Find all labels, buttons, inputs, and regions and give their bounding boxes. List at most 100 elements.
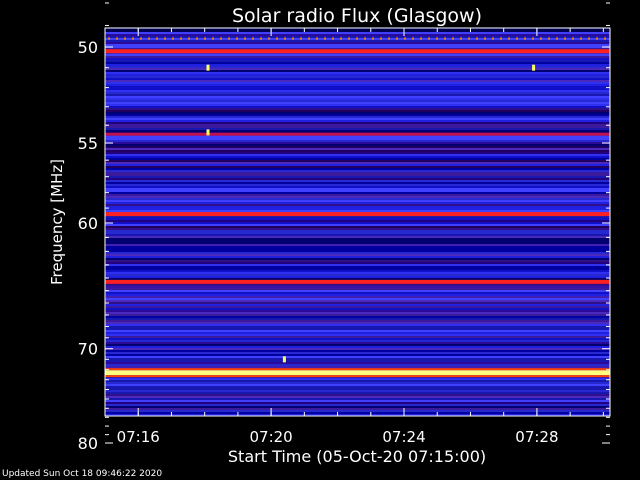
spectrum-row [105, 234, 610, 236]
spectrum-row [105, 62, 610, 64]
spectrum-row [105, 312, 610, 314]
spectrum-row-tint [105, 150, 610, 152]
spectrum-row [105, 202, 610, 204]
spectrum-row [105, 82, 610, 84]
interference-dot [260, 37, 262, 40]
interference-dot [492, 37, 494, 40]
spectrum-row-tint [105, 302, 610, 304]
spectrum-row [105, 396, 610, 398]
interference-dot [428, 37, 430, 40]
spectrum-row-tint [105, 396, 610, 398]
spectrum-row [105, 232, 610, 234]
spectrum-row [105, 378, 610, 380]
spectrum-row [105, 54, 610, 56]
spectrum-row [105, 324, 610, 326]
spectrum-row [105, 230, 610, 232]
spectrum-row-tint [105, 160, 610, 162]
spectrum-row [105, 190, 610, 192]
spectrum-row-tint [105, 56, 610, 58]
spectrum-row-tint [105, 110, 610, 112]
spectrum-row [105, 340, 610, 342]
spectrum-row [105, 342, 610, 344]
spectrum-row [105, 156, 610, 158]
interference-dot [508, 37, 510, 40]
spectrum-row [105, 58, 610, 60]
spectrum-row [105, 334, 610, 336]
interference-dot [436, 37, 438, 40]
interference-dot [532, 37, 534, 40]
spectrum-row [105, 150, 610, 152]
spectrum-row [105, 210, 610, 212]
spectrum-row [105, 200, 610, 202]
spectrum-row [105, 400, 610, 402]
interference-dot [548, 37, 550, 40]
spectrum-row [105, 294, 610, 296]
spectrum-row [105, 130, 610, 132]
spectrum-row [105, 406, 610, 408]
interference-dot [564, 37, 566, 40]
interference-dot [356, 37, 358, 40]
spectrum-row [105, 292, 610, 294]
x-tick-label: 07:28 [515, 428, 558, 446]
spectrum-row [105, 32, 610, 34]
spectrum-row [105, 40, 610, 42]
spectrum-row [105, 360, 610, 362]
spectrum-row-tint [105, 226, 610, 228]
spectrum-row [105, 358, 610, 360]
spectrum-row-tint [105, 148, 610, 150]
spectrum-row [105, 56, 610, 58]
x-tick-label: 07:24 [382, 428, 425, 446]
spectrum-row-tint [105, 348, 610, 350]
spectrum-row [105, 258, 610, 260]
interference-dot [316, 37, 318, 40]
spectrum-row [105, 380, 610, 382]
emission-line [105, 279, 610, 284]
spectrum-row [105, 356, 610, 358]
spectrum-row-tint [105, 126, 610, 128]
spectrum-row-tint [105, 320, 610, 322]
spectrum-row [105, 382, 610, 384]
interference-dot [292, 37, 294, 40]
spectrum-row-tint [105, 166, 610, 168]
y-axis-label: Frequency [MHz] [48, 159, 66, 285]
interference-dot [204, 37, 206, 40]
spectrum-row-tint [105, 322, 610, 324]
spectrum-row [105, 112, 610, 114]
interference-dot [340, 37, 342, 40]
spectrum-row [105, 178, 610, 180]
spectrum-row [105, 412, 610, 414]
interference-dot [444, 37, 446, 40]
spectrum-row [105, 272, 610, 274]
spectrum-row [105, 246, 610, 248]
spectrum-row [105, 316, 610, 318]
spectrum-row [105, 288, 610, 290]
chart-title: Solar radio Flux (Glasgow) [232, 5, 482, 27]
spectrum-row [105, 268, 610, 270]
spectrum-row [105, 304, 610, 306]
spectrum-row [105, 408, 610, 410]
spectrum-row-tint [105, 146, 610, 148]
spectrum-row-tint [105, 236, 610, 238]
spectrum-row [105, 42, 610, 44]
spectrum-row [105, 72, 610, 74]
spectrum-row [105, 148, 610, 150]
spectrum-row [105, 222, 610, 224]
spectrum-row [105, 96, 610, 98]
spectrum-row [105, 102, 610, 104]
spectrum-row [105, 260, 610, 262]
spectrum-row-tint [105, 68, 610, 70]
spectrum-row [105, 224, 610, 226]
spectrum-row-tint [105, 342, 610, 344]
spectrum-row [105, 320, 610, 322]
spectrum-row [105, 364, 610, 366]
spectrum-row [105, 68, 610, 70]
spectrum-row-tint [105, 34, 610, 36]
spectrum-row-tint [105, 336, 610, 338]
x-axis-label: Start Time (05-Oct-20 07:15:00) [228, 447, 486, 466]
spectrum-row [105, 306, 610, 308]
spectrum-row-tint [105, 194, 610, 196]
spectrum-row [105, 352, 610, 354]
spectrum-row [105, 226, 610, 228]
spectrum-row [105, 114, 610, 116]
interference-dot [156, 37, 158, 40]
